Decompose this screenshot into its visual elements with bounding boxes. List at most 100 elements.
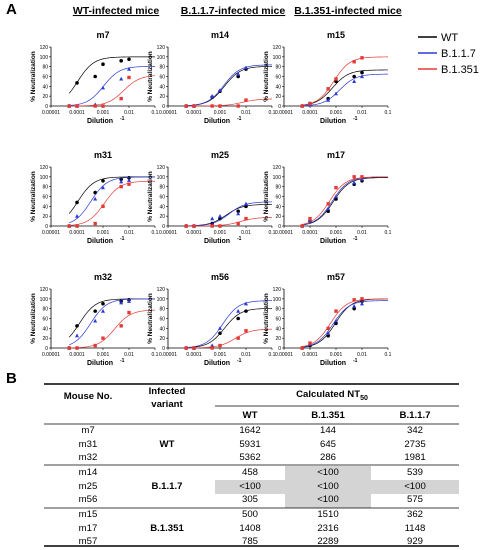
y-tick-label: 80 <box>275 185 281 191</box>
column-header-2: B.1.1.7 <box>399 410 431 421</box>
y-tick-label: 80 <box>275 65 281 71</box>
point-B.1.351 <box>127 182 131 186</box>
fit-curve-B.1.351 <box>186 98 273 107</box>
point-B.1.1.7 <box>244 65 248 70</box>
shade-b1351-group <box>285 466 371 508</box>
row-mouse: m56 <box>78 494 98 505</box>
x-tick-label: 0.01 <box>241 230 251 236</box>
point-B.1.1.7 <box>93 196 98 201</box>
x-tick-label: 0.1 <box>152 352 159 358</box>
chart-m14: m14 0 20 40 60 80 100 120 0.00001 0.0001 0.001 0.01… <box>147 30 276 125</box>
row-mouse: m32 <box>78 452 98 463</box>
point-WT <box>127 176 131 180</box>
x-axis-label-sup: -1 <box>237 358 242 364</box>
point-B.1.1.7 <box>360 301 364 306</box>
x-tick-label: 0.1 <box>385 230 392 236</box>
x-tick-label: 0.001 <box>214 352 227 358</box>
y-tick-label: 40 <box>42 204 48 210</box>
y-tick-label: 20 <box>275 94 281 100</box>
chart-title: m14 <box>211 30 229 40</box>
fit-curve-B.1.1.7 <box>69 66 156 106</box>
row-b117-value: 575 <box>406 494 423 505</box>
chart-m17: m17 0 20 40 60 80 100 120 0.00001 0.0001 0.001 0.01… <box>263 150 392 245</box>
y-axis-label: % Neutralization <box>263 171 270 222</box>
shade-m25-b117 <box>371 480 459 494</box>
y-tick-label: 20 <box>159 214 165 220</box>
y-tick-label: 40 <box>159 326 165 332</box>
x-tick-label: 0.0001 <box>302 110 318 116</box>
point-B.1.351 <box>244 216 248 221</box>
y-tick-label: 120 <box>273 287 282 293</box>
row-wt-value: 305 <box>241 494 258 505</box>
x-axis-label-sup: -1 <box>237 116 242 122</box>
fit-curve-B.1.351 <box>69 309 156 349</box>
row-b117-value: 929 <box>406 536 423 547</box>
point-B.1.351 <box>360 175 364 179</box>
x-tick-label: 0.0001 <box>186 110 202 116</box>
x-tick-label: 0.001 <box>330 110 343 116</box>
point-B.1.351 <box>236 221 240 226</box>
header-variant: variant <box>151 399 183 410</box>
row-wt-value: <100 <box>239 480 261 492</box>
point-B.1.351 <box>75 104 79 108</box>
legend-label-2: B.1.351 <box>441 64 479 76</box>
x-tick-label: 0.001 <box>97 352 110 358</box>
y-tick-label: 60 <box>159 195 165 201</box>
x-tick-label: 0.1 <box>269 352 276 358</box>
y-tick-label: 0 <box>45 104 48 110</box>
y-tick-label: 40 <box>159 204 165 210</box>
x-tick-label: 0.01 <box>124 110 134 116</box>
x-tick-label: 0.00001 <box>42 110 60 116</box>
point-B.1.351 <box>334 309 338 313</box>
y-tick-label: 120 <box>273 165 282 171</box>
chart-m25: m25 0 20 40 60 80 100 120 0.00001 0.0001 0.001 0.01… <box>147 150 276 245</box>
y-tick-label: 20 <box>275 214 281 220</box>
group-variant-1: B.1.1.7 <box>151 480 183 492</box>
x-tick-label: 0.1 <box>385 110 392 116</box>
panel-a-label: A <box>6 1 17 18</box>
y-tick-label: 80 <box>42 65 48 71</box>
point-B.1.351 <box>67 104 71 108</box>
row-wt-value: 458 <box>241 467 258 478</box>
header-infected: Infected <box>148 386 186 397</box>
x-axis-label-sup: -1 <box>237 236 242 242</box>
point-B.1.351 <box>119 96 123 101</box>
point-B.1.1.7 <box>360 74 364 79</box>
row-b117-value: 1981 <box>404 452 426 463</box>
row-wt-value: 785 <box>241 536 258 547</box>
x-axis-label: Dilution <box>320 360 346 367</box>
fit-curve-B.1.1.7 <box>186 201 273 227</box>
y-axis-label: % Neutralization <box>147 293 154 344</box>
point-B.1.351 <box>218 224 222 228</box>
point-B.1.1.7 <box>210 216 215 221</box>
x-tick-label: 0.1 <box>269 230 276 236</box>
y-tick-label: 40 <box>275 326 281 332</box>
point-B.1.351 <box>127 75 131 80</box>
x-tick-label: 0.00001 <box>159 230 177 236</box>
point-WT <box>93 74 97 79</box>
point-B.1.1.7 <box>93 318 98 323</box>
y-tick-label: 100 <box>273 175 282 181</box>
point-B.1.1.7 <box>75 333 79 338</box>
y-tick-label: 40 <box>275 204 281 210</box>
y-tick-label: 20 <box>159 94 165 100</box>
chart-title: m7 <box>96 30 109 40</box>
x-tick-label: 0.00001 <box>42 352 60 358</box>
point-B.1.1.7 <box>244 201 248 206</box>
point-B.1.351 <box>101 336 105 340</box>
row-b1351-value: 2289 <box>317 536 339 547</box>
point-WT <box>75 200 79 205</box>
y-tick-label: 100 <box>273 297 282 303</box>
point-B.1.1.7 <box>352 180 357 185</box>
y-tick-label: 80 <box>159 307 165 313</box>
point-B.1.1.7 <box>218 213 222 218</box>
y-tick-label: 80 <box>42 185 48 191</box>
point-B.1.351 <box>244 329 248 333</box>
y-tick-label: 20 <box>42 336 48 342</box>
fit-curve-WT <box>302 69 389 106</box>
fit-curve-B.1.1.7 <box>69 176 156 224</box>
point-B.1.1.7 <box>236 211 241 216</box>
row-b117-value: 539 <box>406 467 423 478</box>
y-tick-label: 80 <box>159 65 165 71</box>
fit-curve-WT <box>68 176 155 214</box>
